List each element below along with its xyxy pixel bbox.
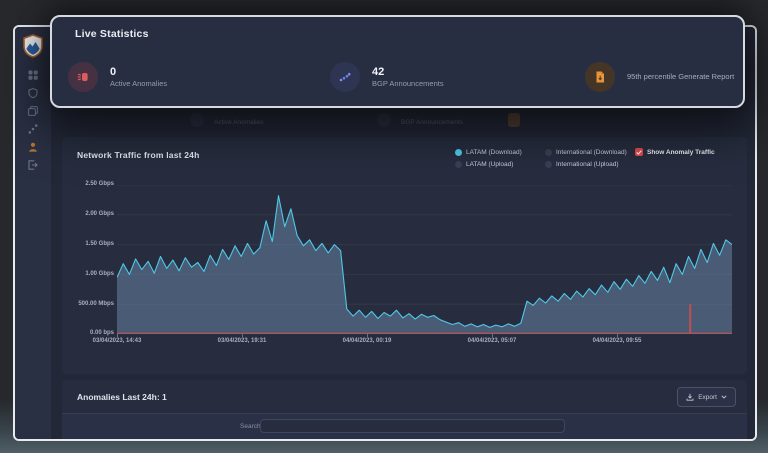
search-input[interactable]	[260, 419, 565, 433]
stat-value: 42	[372, 65, 385, 78]
sidebar-item-topology[interactable]	[24, 123, 42, 135]
y-axis-label: 2.50 Gbps	[85, 181, 114, 187]
network-traffic-panel: Network Traffic from last 24h LATAM (Dow…	[62, 137, 747, 374]
background-anomaly-icon	[190, 113, 204, 127]
y-axis-label: 1.50 Gbps	[85, 241, 114, 247]
export-button[interactable]: Export	[677, 387, 736, 407]
anomalies-panel: Anomalies Last 24h: 1 Export Search	[62, 380, 747, 439]
legend-dot-intl-upload	[545, 160, 552, 168]
x-axis-label: 04/04/2023, 00:19	[342, 338, 392, 344]
stat-label: Active Anomalies	[110, 78, 168, 88]
x-tick	[492, 334, 493, 337]
legend-dot-latam-upload	[455, 160, 462, 168]
legend-item-intl-download[interactable]: International (Download)	[545, 146, 627, 158]
y-axis-label: 0.00 bps	[89, 330, 114, 336]
legend-label: LATAM (Upload)	[466, 160, 514, 168]
x-tick	[242, 334, 243, 337]
chevron-down-icon	[721, 395, 727, 399]
x-axis-label: 03/04/2023, 14:43	[92, 338, 142, 344]
x-axis-label: 04/04/2023, 05:07	[467, 338, 517, 344]
stat-label: BGP Announcements	[372, 78, 444, 88]
background-stats-row: Active Anomalies BGP Announcements	[62, 111, 743, 137]
x-tick	[117, 334, 118, 337]
live-statistics-modal: Live Statistics 0 Active Anomalies 42 BG…	[50, 15, 745, 108]
stat-label: 95th percentile Generate Report	[627, 72, 735, 81]
checkbox-checked-icon	[635, 148, 643, 156]
stat-generate-report[interactable]: 95th percentile Generate Report	[585, 62, 734, 92]
y-axis-label: 1.00 Gbps	[85, 271, 114, 277]
chart-title: Network Traffic from last 24h	[77, 150, 200, 160]
legend-dot-intl-download	[545, 148, 552, 156]
y-axis-label: 2.00 Gbps	[85, 211, 114, 217]
legend-dot-latam-download	[455, 148, 462, 156]
search-row: Search	[62, 413, 747, 439]
traffic-area-chart[interactable]	[117, 185, 732, 334]
legend-label: International (Download)	[556, 148, 627, 156]
legend-label: International (Upload)	[556, 160, 619, 168]
sidebar-item-security[interactable]	[24, 87, 42, 99]
background-stat-label: Active Anomalies	[214, 119, 264, 126]
stat-value: 0	[110, 65, 117, 78]
report-icon	[585, 62, 615, 92]
stat-active-anomalies: 0 Active Anomalies	[68, 62, 167, 92]
sidebar-item-dashboard[interactable]	[24, 69, 42, 81]
x-axis-label: 03/04/2023, 19:31	[217, 338, 267, 344]
legend-item-intl-upload[interactable]: International (Upload)	[545, 158, 627, 170]
sidebar-item-logout[interactable]	[24, 159, 42, 171]
y-axis-label: 500.00 Mbps	[78, 301, 114, 307]
background-report-icon	[508, 113, 520, 127]
modal-title: Live Statistics	[75, 28, 149, 40]
x-tick	[617, 334, 618, 337]
background-stat-label: BGP Announcements	[401, 119, 464, 126]
anomalies-title: Anomalies Last 24h: 1	[77, 392, 167, 402]
x-tick	[367, 334, 368, 337]
anomaly-burst-icon	[68, 62, 98, 92]
x-axis-label: 04/04/2023, 09:55	[592, 338, 642, 344]
legend-item-latam-upload[interactable]: LATAM (Upload)	[455, 158, 522, 170]
sidebar-item-assets[interactable]	[24, 105, 42, 117]
bgp-dots-icon	[330, 62, 360, 92]
stat-bgp-announcements: 42 BGP Announcements	[330, 62, 444, 92]
app-logo-icon	[23, 34, 43, 58]
sidebar	[15, 27, 51, 439]
legend-item-latam-download[interactable]: LATAM (Download)	[455, 146, 522, 158]
export-label: Export	[698, 393, 717, 401]
legend-column-international: International (Download) International (…	[545, 146, 627, 170]
legend-column-latam: LATAM (Download) LATAM (Upload)	[455, 146, 522, 170]
background-bgp-icon	[377, 113, 391, 127]
legend-label: LATAM (Download)	[466, 148, 522, 156]
anomaly-traffic-toggle[interactable]: Show Anomaly Traffic	[635, 146, 715, 158]
anomaly-toggle-label: Show Anomaly Traffic	[647, 148, 715, 156]
sidebar-item-users-active[interactable]	[24, 141, 42, 153]
search-label: Search	[240, 423, 261, 430]
legend-column-anomaly: Show Anomaly Traffic	[635, 146, 715, 158]
download-icon	[686, 393, 694, 401]
